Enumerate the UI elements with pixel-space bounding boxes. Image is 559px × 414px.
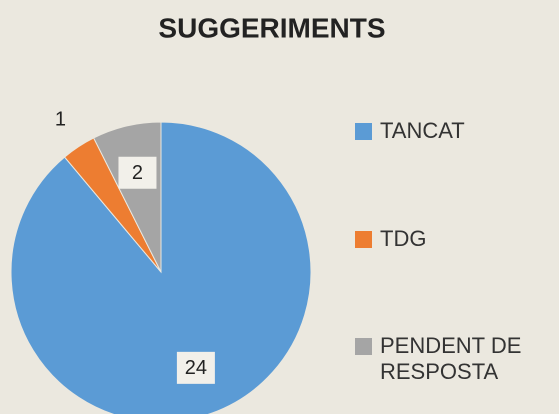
legend-label: PENDENT DE RESPOSTA [380,333,522,384]
data-label: 24 [185,357,207,379]
data-label: 2 [132,162,143,184]
data-label-box [118,156,157,189]
legend-label: TANCAT [380,118,465,143]
legend-label: TDG [380,226,427,251]
pie-slice [10,121,312,414]
legend-swatch [355,338,372,355]
data-label-box [176,351,215,384]
chart-title: SUGGERIMENTS [158,12,385,43]
legend-swatch [355,123,372,140]
legend-item: TANCAT [355,118,555,144]
legend-swatch [355,231,372,248]
legend-item: PENDENT DE RESPOSTA [355,333,555,385]
data-label: 1 [55,108,66,130]
legend-item: TDG [355,226,555,252]
